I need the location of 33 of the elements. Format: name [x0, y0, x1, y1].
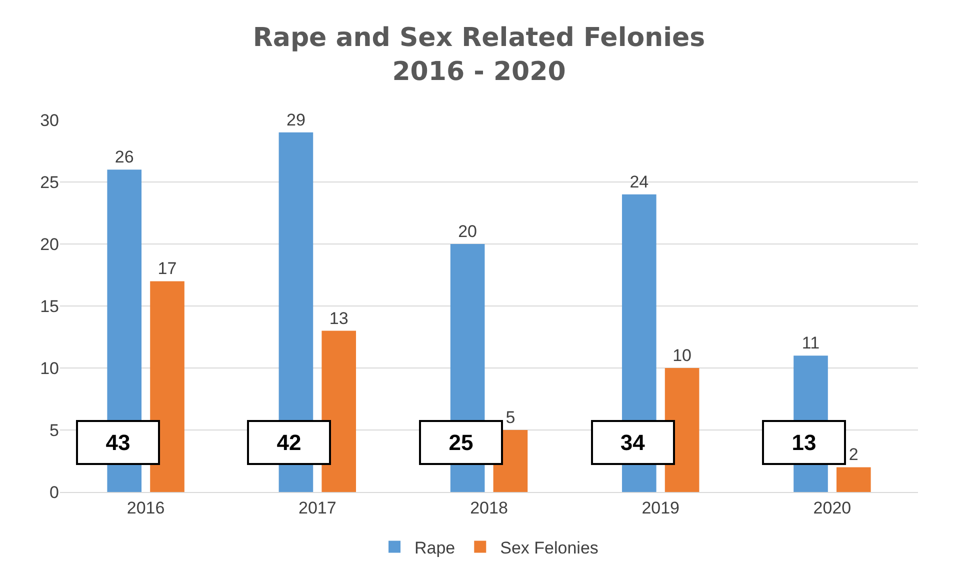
- y-tick-label: 0: [50, 482, 59, 502]
- total-label: 34: [620, 430, 646, 455]
- y-tick-label: 20: [40, 234, 59, 254]
- data-label: 17: [158, 259, 177, 278]
- x-tick-label: 2018: [470, 498, 508, 518]
- bar: [836, 467, 871, 492]
- total-label: 25: [448, 430, 474, 455]
- data-label: 13: [329, 308, 348, 328]
- y-tick-label: 30: [40, 110, 59, 130]
- chart-title: Rape and Sex Related Felonies 2016 - 2020: [252, 23, 706, 87]
- x-tick-label: 2020: [813, 498, 852, 518]
- x-tick-label: 2016: [126, 498, 165, 518]
- data-label: 29: [286, 110, 306, 130]
- y-tick-label: 10: [40, 358, 59, 378]
- legend-label: Sex Felonies: [500, 538, 598, 558]
- x-tick-label: 2017: [298, 498, 336, 518]
- data-label: 10: [672, 346, 692, 365]
- y-tick-label: 5: [50, 420, 59, 440]
- total-label: 42: [276, 430, 302, 455]
- data-label: 5: [506, 408, 516, 427]
- total-label: 43: [106, 430, 130, 455]
- bar: [150, 281, 184, 492]
- data-label: 2: [848, 445, 858, 464]
- legend-label: Rape: [414, 538, 456, 558]
- y-tick-label: 25: [40, 172, 59, 192]
- x-tick-label: 2019: [642, 498, 680, 518]
- data-label: 11: [802, 334, 820, 353]
- bar: [322, 330, 356, 492]
- data-label: 26: [114, 148, 134, 167]
- data-label: 20: [458, 222, 478, 241]
- data-label: 24: [630, 172, 649, 192]
- total-label: 13: [792, 430, 816, 455]
- y-tick-label: 15: [40, 296, 59, 316]
